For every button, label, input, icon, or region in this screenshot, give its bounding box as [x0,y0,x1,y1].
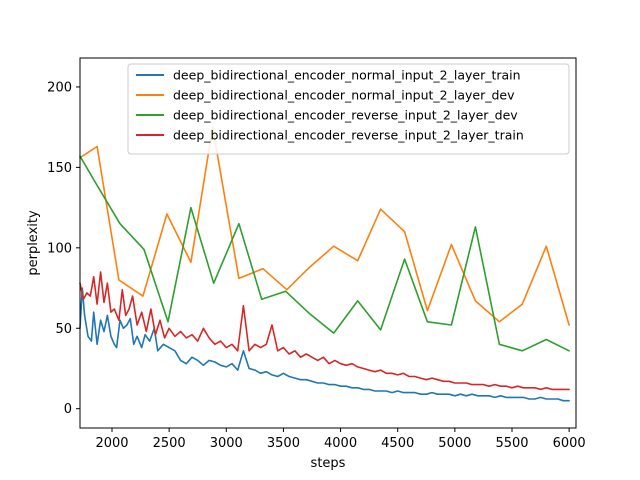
x-tick-label: 5000 [438,436,471,451]
x-tick-label: 3000 [210,436,243,451]
legend-label: deep_bidirectional_encoder_reverse_input… [173,128,524,143]
x-tick-label: 2500 [153,436,186,451]
y-tick-label: 200 [47,80,72,95]
series-line-1 [79,126,570,326]
x-axis-label: steps [311,456,346,471]
legend-items: deep_bidirectional_encoder_normal_input_… [136,68,524,143]
series-layer [79,126,570,402]
x-tick-label: 4500 [381,436,414,451]
x-tick-label: 4000 [324,436,357,451]
legend-box [127,63,570,155]
legend-label: deep_bidirectional_encoder_reverse_input… [173,108,518,123]
y-tick-label: 0 [64,402,72,417]
y-tick-label: 100 [47,241,72,256]
series-line-0 [79,287,570,402]
legend: deep_bidirectional_encoder_normal_input_… [127,63,570,155]
series-line-2 [79,155,570,352]
x-tick-label: 5500 [495,436,528,451]
plot-area-frame [79,57,577,429]
series-line-3 [79,271,570,391]
y-axis-ticks: 0 50 100 150 200 [47,80,80,417]
x-axis-ticks: 2000 2500 3000 3500 4000 4500 5000 5500 6000 [95,428,586,451]
legend-label: deep_bidirectional_encoder_normal_input_… [173,88,515,103]
x-tick-label: 3500 [267,436,300,451]
legend-label: deep_bidirectional_encoder_normal_input_… [173,68,521,83]
x-tick-label: 2000 [95,436,128,451]
y-axis-label: perplexity [26,210,41,276]
y-tick-label: 150 [47,161,72,176]
x-tick-label: 6000 [553,436,586,451]
y-tick-label: 50 [55,322,72,337]
